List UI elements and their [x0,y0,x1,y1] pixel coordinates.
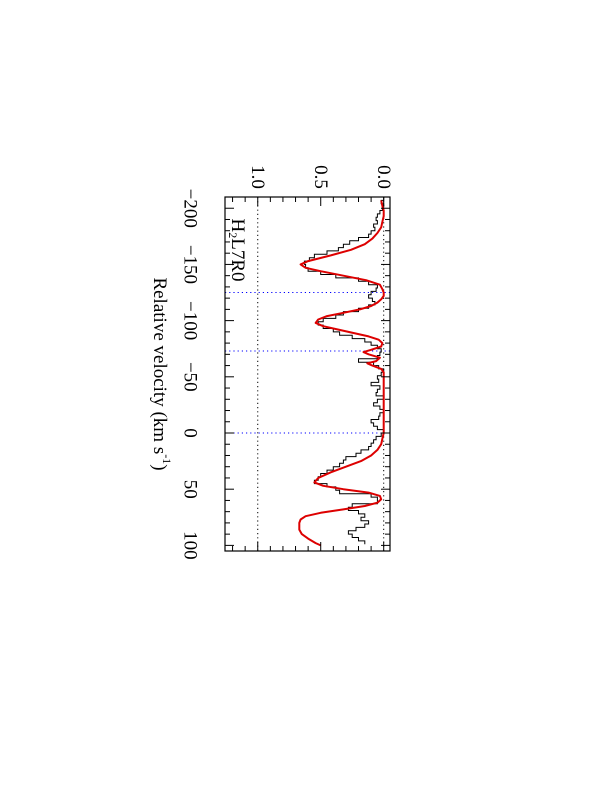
data-histogram-series [303,197,385,545]
x-axis-title: Relative velocity (km s-1) [150,277,175,470]
x-tick-label--200: −200 [180,189,201,228]
x-tick-label--50: −50 [180,362,201,392]
x-tick-label-100: 100 [180,531,201,560]
x-tick-label-0: 0 [180,428,201,438]
x-tick-label-50: 50 [180,480,201,499]
fit-curve-series [298,200,385,547]
y-tick-label-1: 1.0 [247,165,268,189]
plot-area: −200 −150 −100 −50 0 50 100 0.0 0.5 1.0 Relative v… [150,165,395,560]
x-tick-label--150: −150 [180,245,201,284]
x-axis-title-superscript: -1 [160,454,174,464]
transition-label-subscript: 2 [226,232,240,238]
y-tick-label-0.5: 0.5 [310,165,331,189]
plot-frame [224,196,391,552]
y-tick-label-0: 0.0 [373,165,394,189]
transition-label-band: L7R0 [228,238,249,281]
transition-label-species: H [228,218,249,232]
x-axis-title-suffix: ) [150,464,171,470]
transition-label: H2L7R0 [226,218,249,281]
x-tick-label--100: −100 [180,301,201,340]
x-axis-title-text: Relative velocity (km s [150,277,171,454]
